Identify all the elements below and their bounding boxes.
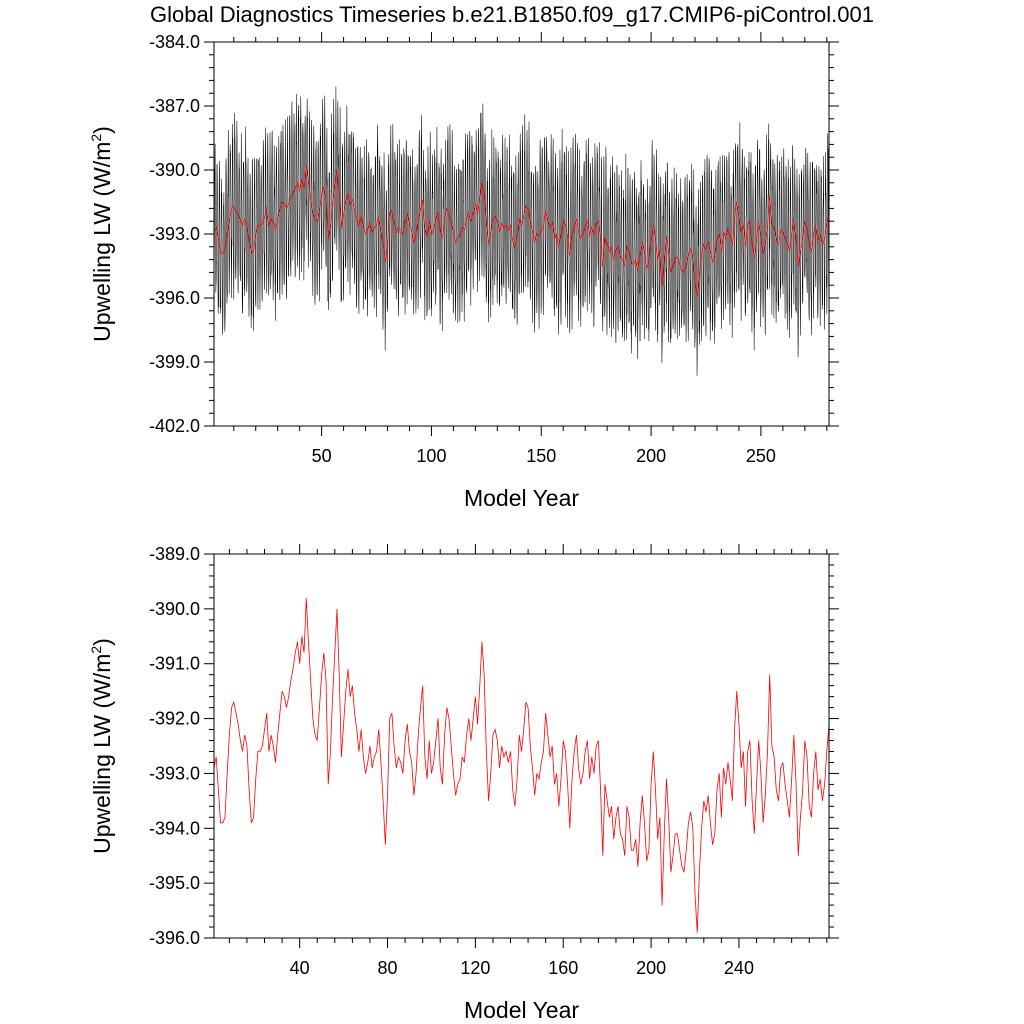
y-tick-label: -394.0 (149, 818, 200, 838)
plot-frame (213, 553, 830, 939)
x-tick-label: 200 (636, 446, 666, 466)
y-tick-label: -393.0 (149, 224, 200, 244)
y-tick-label: -396.0 (149, 288, 200, 308)
x-tick-label: 240 (724, 958, 754, 978)
x-tick-label: 50 (312, 446, 332, 466)
x-axis-label: Model Year (464, 485, 579, 511)
x-tick-label: 160 (548, 958, 578, 978)
x-tick-label: 200 (636, 958, 666, 978)
x-tick-label: 40 (290, 958, 310, 978)
monthly-series-line (214, 86, 829, 376)
y-tick-label: -395.0 (149, 873, 200, 893)
x-axis-label: Model Year (464, 997, 579, 1023)
y-tick-label: -396.0 (149, 928, 200, 948)
y-tick-label: -389.0 (149, 544, 200, 564)
y-tick-label: -387.0 (149, 96, 200, 116)
y-tick-label: -391.0 (149, 654, 200, 674)
lower-panel: 40 80 120 160 200 240 -396.0 -395.0 -394.0 -393.0… (88, 544, 839, 1023)
y-tick-label: -384.0 (149, 32, 200, 52)
y-axis-label: Upwelling LW (W/m2) (88, 638, 115, 854)
y-tick-label: -390.0 (149, 599, 200, 619)
chart-title: Global Diagnostics Timeseries b.e21.B185… (150, 2, 874, 27)
y-tick-label: -392.0 (149, 709, 200, 729)
annual-mean-series-line (214, 165, 829, 296)
y-tick-label: -402.0 (149, 416, 200, 436)
x-tick-label: 80 (378, 958, 398, 978)
y-tick-label: -399.0 (149, 352, 200, 372)
x-tick-label: 250 (746, 446, 776, 466)
y-axis-label: Upwelling LW (W/m2) (88, 126, 115, 342)
y-tick-label: -393.0 (149, 763, 200, 783)
annual-mean-series-line (214, 597, 829, 933)
x-tick-label: 120 (460, 958, 490, 978)
x-tick-label: 150 (526, 446, 556, 466)
y-tick-label: -390.0 (149, 160, 200, 180)
upper-panel: 50 100 150 200 250 -402.0 -399.0 -396.0 -393.0 -3… (88, 32, 839, 511)
x-tick-label: 100 (416, 446, 446, 466)
